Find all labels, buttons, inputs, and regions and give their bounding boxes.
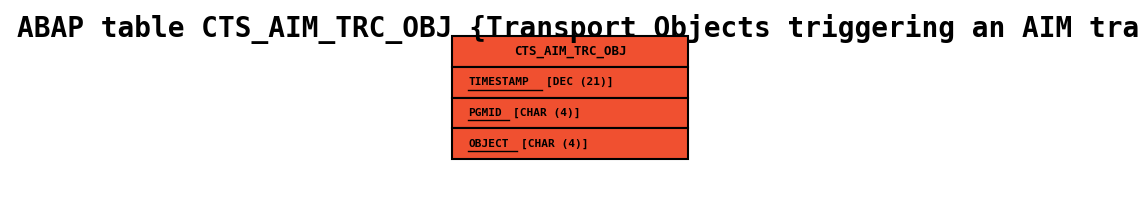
FancyBboxPatch shape (453, 67, 687, 98)
Text: PGMID: PGMID (469, 108, 502, 118)
Text: OBJECT: OBJECT (469, 139, 508, 149)
Text: [CHAR (4)]: [CHAR (4)] (521, 139, 589, 149)
Text: CTS_AIM_TRC_OBJ: CTS_AIM_TRC_OBJ (514, 45, 626, 58)
Text: TIMESTAMP: TIMESTAMP (469, 77, 529, 87)
FancyBboxPatch shape (453, 128, 687, 159)
Text: SAP ABAP table CTS_AIM_TRC_OBJ {Transport Objects triggering an AIM trace}: SAP ABAP table CTS_AIM_TRC_OBJ {Transpor… (0, 14, 1140, 44)
FancyBboxPatch shape (453, 98, 687, 128)
FancyBboxPatch shape (453, 36, 687, 67)
Text: [DEC (21)]: [DEC (21)] (546, 77, 613, 87)
Text: [CHAR (4)]: [CHAR (4)] (513, 108, 580, 118)
